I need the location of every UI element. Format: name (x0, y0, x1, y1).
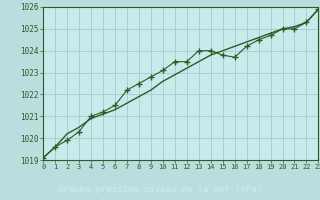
Text: Graphe pression niveau de la mer (hPa): Graphe pression niveau de la mer (hPa) (58, 185, 262, 194)
